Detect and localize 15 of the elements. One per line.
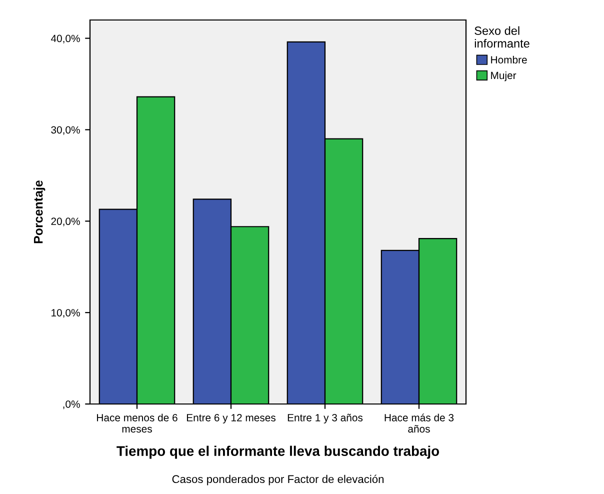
legend-title: Sexo del informante xyxy=(474,26,530,48)
text: Casos ponderados por Factor de elevación xyxy=(172,474,384,486)
y-tick-label: 40,0% xyxy=(50,34,80,44)
y-tick-label: 20,0% xyxy=(51,218,80,226)
legend-label: Hombre xyxy=(491,56,527,64)
y-tick-label: ,0% xyxy=(63,400,80,410)
y-tick-label: 10,0% xyxy=(52,309,80,318)
y-axis-title: Porcentaje xyxy=(34,180,46,244)
x-tick-label: Hace más de 3 años xyxy=(384,414,454,433)
x-tick-label: Entre 6 y 12 meses xyxy=(186,414,276,424)
legend-label: Mujer xyxy=(491,71,516,82)
x-tick-label: Entre 1 y 3 años xyxy=(288,414,363,424)
x-tick-label: Hace menos de 6 meses xyxy=(97,414,178,433)
x-axis-title: Tiempo que el informante lleva buscando trabajo xyxy=(116,446,440,459)
y-tick-label: 30,0% xyxy=(51,126,80,135)
